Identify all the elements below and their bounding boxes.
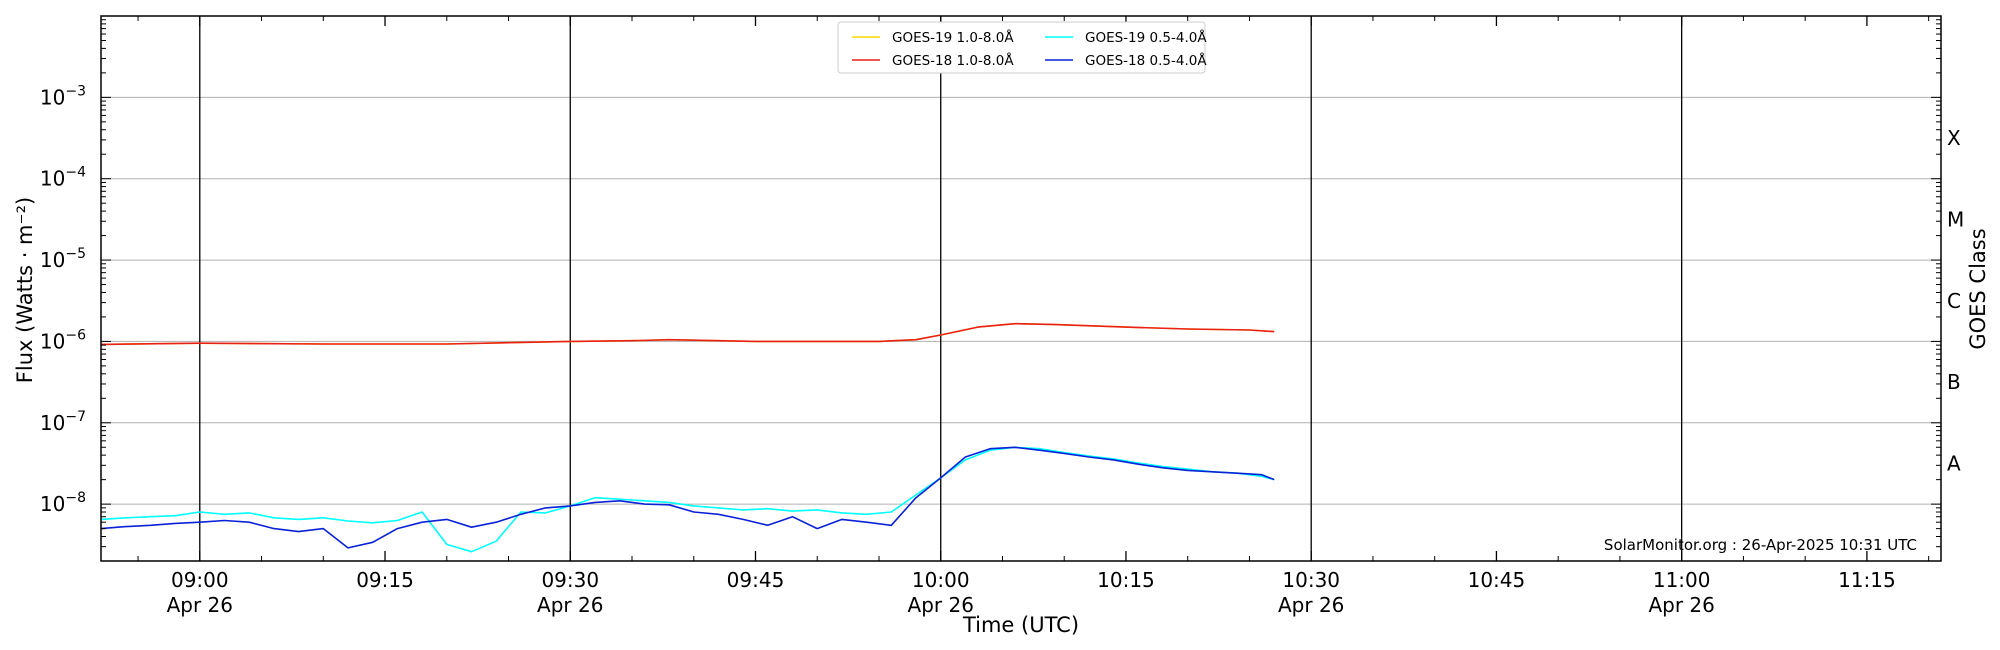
x-axis-title: Time (UTC) <box>962 613 1079 637</box>
goes-class-label: M <box>1947 207 1964 231</box>
axis-ticks <box>101 15 1941 562</box>
x-tick-label: 09:30 <box>541 568 599 592</box>
x-tick-label: 10:00 <box>912 568 970 592</box>
x-tick-date-label: Apr 26 <box>167 593 233 617</box>
x-tick-label: 10:15 <box>1097 568 1155 592</box>
x-tick-date-label: Apr 26 <box>1648 593 1714 617</box>
series-layer <box>100 322 1275 553</box>
credit-text: SolarMonitor.org : 26-Apr-2025 10:31 UTC <box>1604 536 1917 554</box>
y-tick-label: 10−7 <box>40 409 86 435</box>
series-line-3 <box>100 446 1275 553</box>
legend-box <box>837 21 1206 74</box>
plot-frame <box>100 15 1942 562</box>
x-tick-label: 10:30 <box>1282 568 1340 592</box>
x-tick-label: 09:45 <box>727 568 785 592</box>
y-tick-label: 10−6 <box>40 327 86 353</box>
x-tick-label: 11:00 <box>1653 568 1711 592</box>
x-tick-label: 10:45 <box>1468 568 1526 592</box>
series-line-4 <box>100 446 1275 549</box>
y-tick-labels: 10−8 10−7 10−6 10−5 10−4 10−3 <box>40 83 86 516</box>
day-vertical-lines <box>199 16 1683 561</box>
x-tick-label: 09:00 <box>171 568 229 592</box>
x-tick-label: 11:15 <box>1838 568 1896 592</box>
goes-class-labels: A B C M X <box>1947 126 1964 475</box>
y-axis-title: Flux (Watts · m⁻²) <box>13 197 37 383</box>
goes-class-label: X <box>1947 126 1961 150</box>
legend-label-4: GOES-18 0.5-4.0Å <box>1085 52 1207 69</box>
x-tick-date-label: Apr 26 <box>908 593 974 617</box>
x-tick-date-label: Apr 26 <box>1278 593 1344 617</box>
legend-label-1: GOES-19 1.0-8.0Å <box>892 29 1014 46</box>
y-tick-label: 10−4 <box>40 165 86 191</box>
y-tick-label: 10−3 <box>40 83 86 109</box>
y-tick-label: 10−5 <box>40 246 86 272</box>
goes-class-label: B <box>1947 370 1961 394</box>
legend: GOES-19 1.0-8.0Å GOES-18 1.0-8.0Å GOES-19 … <box>837 21 1207 74</box>
x-tick-label: 09:15 <box>356 568 414 592</box>
right-axis-title: GOES Class <box>1966 228 1990 349</box>
x-tick-date-label: Apr 26 <box>537 593 603 617</box>
goes-class-label: C <box>1947 289 1961 313</box>
goes-class-label: A <box>1947 451 1961 475</box>
legend-label-3: GOES-19 0.5-4.0Å <box>1085 29 1207 46</box>
chart-grid <box>101 96 1941 505</box>
legend-label-2: GOES-18 1.0-8.0Å <box>892 52 1014 69</box>
series-line-2 <box>100 322 1275 346</box>
y-tick-label: 10−8 <box>40 490 86 516</box>
